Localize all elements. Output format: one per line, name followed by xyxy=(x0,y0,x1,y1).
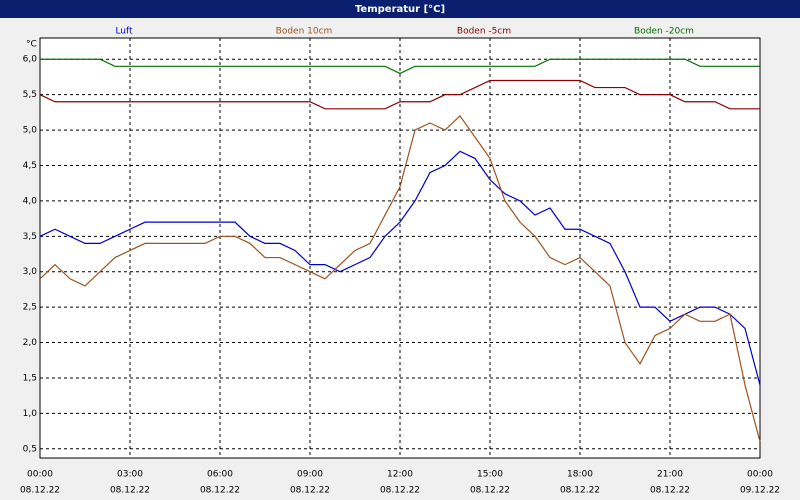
y-tick-label: 4,0 xyxy=(23,196,38,206)
y-unit: °C xyxy=(26,40,37,50)
legend-entry: Boden -20cm xyxy=(634,27,694,37)
x-tick-label: 06:00 xyxy=(207,470,233,480)
y-tick-label: 5,5 xyxy=(23,90,37,100)
series-line xyxy=(40,58,760,75)
x-tick-label: 18:00 xyxy=(567,470,593,480)
x-tick-date: 08.12.22 xyxy=(110,486,150,496)
y-tick-label: 2,5 xyxy=(23,303,37,313)
x-tick-date: 08.12.22 xyxy=(560,486,600,496)
y-tick-label: 5,0 xyxy=(23,126,38,136)
x-tick-date: 08.12.22 xyxy=(470,486,510,496)
series-line xyxy=(39,150,761,386)
x-tick-date: 08.12.22 xyxy=(650,486,690,496)
x-tick-label: 00:00 xyxy=(27,470,53,480)
y-tick-label: 3,5 xyxy=(23,232,37,242)
x-tick-label: 21:00 xyxy=(657,470,683,480)
x-tick-label: 15:00 xyxy=(477,470,503,480)
x-tick-date: 09.12.22 xyxy=(740,486,780,496)
legend-entry: Boden -5cm xyxy=(457,27,511,37)
x-tick-date: 08.12.22 xyxy=(380,486,420,496)
x-tick-label: 03:00 xyxy=(117,470,143,480)
x-tick-label: 09:00 xyxy=(297,470,323,480)
legend-entry: Luft xyxy=(115,27,133,37)
series-line xyxy=(39,79,760,110)
legend-entry: Boden 10cm xyxy=(276,27,333,37)
y-tick-label: 1,5 xyxy=(23,373,37,383)
x-tick-date: 08.12.22 xyxy=(20,486,60,496)
x-tick-date: 08.12.22 xyxy=(200,486,240,496)
y-tick-label: 6,0 xyxy=(23,55,38,65)
y-tick-label: 1,0 xyxy=(23,409,38,419)
series-line xyxy=(39,114,761,442)
y-tick-label: 2,0 xyxy=(23,338,38,348)
x-tick-date: 08.12.22 xyxy=(290,486,330,496)
x-tick-label: 00:00 xyxy=(747,470,773,480)
y-tick-label: 3,0 xyxy=(23,267,38,277)
y-tick-label: 0,5 xyxy=(23,444,37,454)
chart-title: Temperatur [°C] xyxy=(355,4,445,15)
y-tick-label: 4,5 xyxy=(23,161,37,171)
x-tick-label: 12:00 xyxy=(387,470,413,480)
title-bar xyxy=(0,0,800,18)
